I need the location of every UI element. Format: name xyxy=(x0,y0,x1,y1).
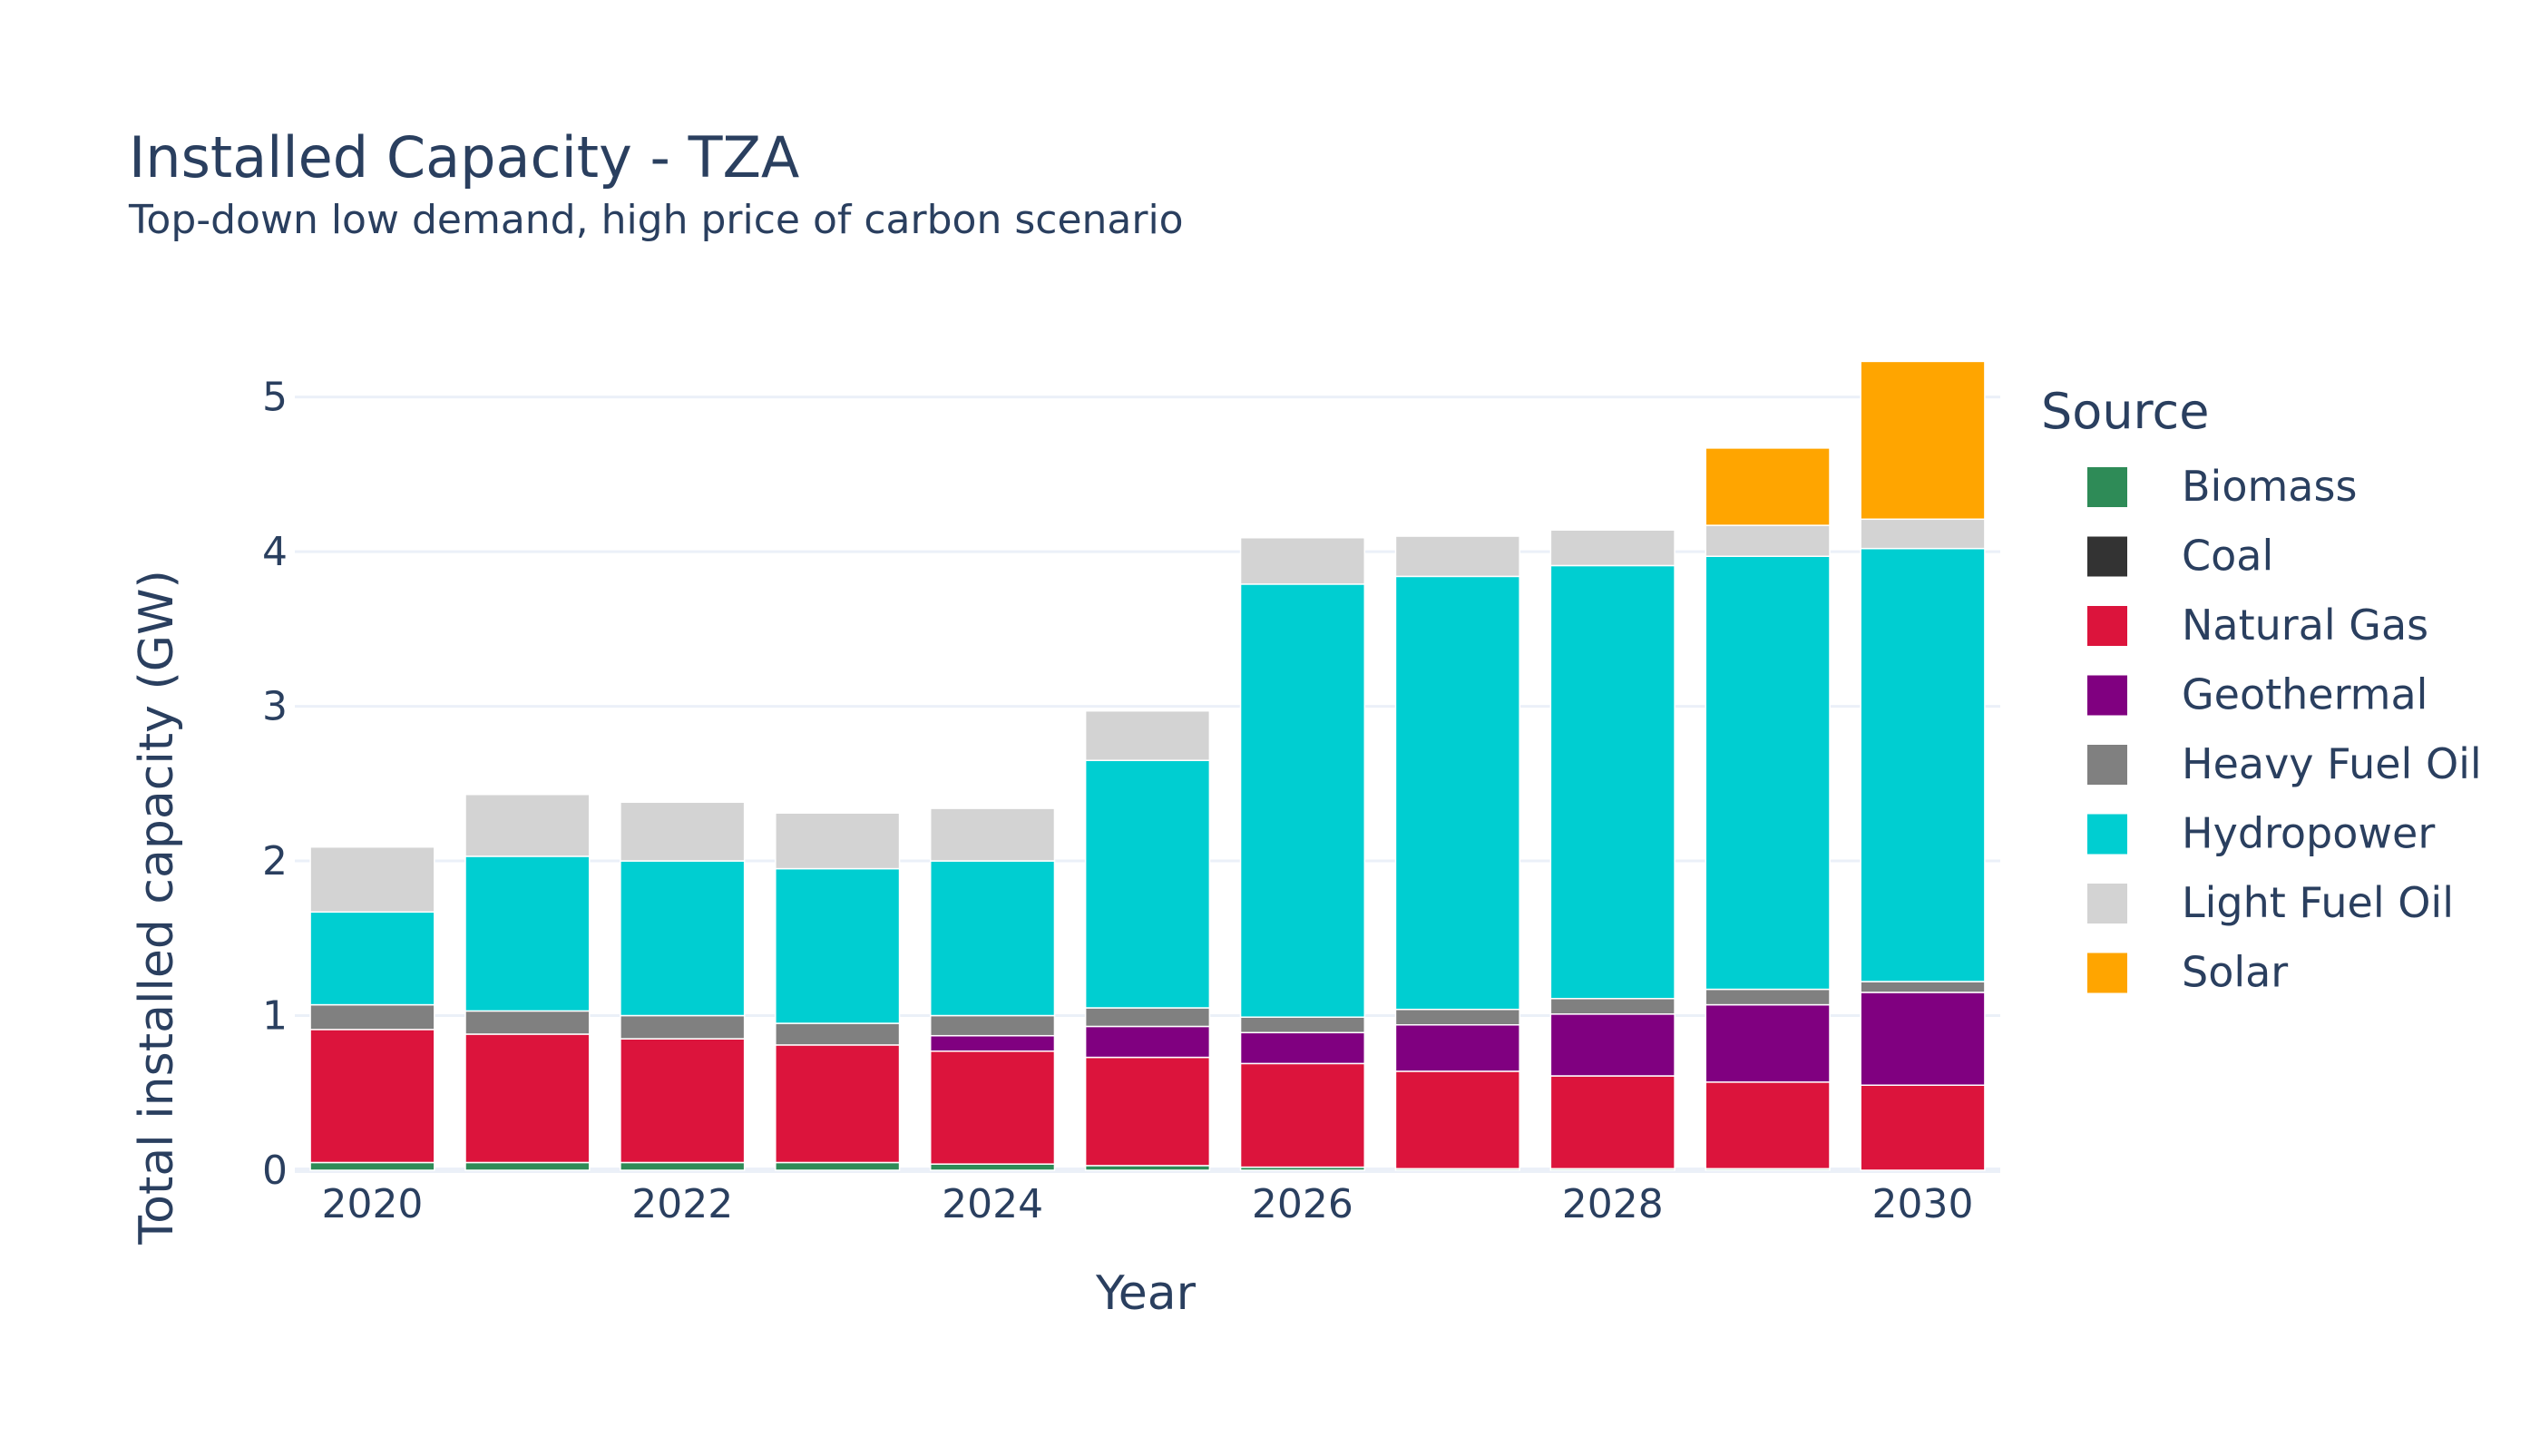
bar-segment xyxy=(1860,992,1986,1086)
legend-label: Geothermal xyxy=(2182,670,2428,719)
bar-segment xyxy=(1084,1025,1211,1059)
bar-segment xyxy=(464,1033,591,1164)
bar-segment xyxy=(1549,564,1675,1000)
legend-label: Solar xyxy=(2182,948,2288,997)
bar-segment xyxy=(1084,1165,1211,1171)
x-tick-label: 2022 xyxy=(631,1181,733,1227)
legend-title: Source xyxy=(2041,383,2209,440)
bar-segment xyxy=(929,1163,1056,1171)
bar-segment xyxy=(620,860,746,1017)
x-tick-label: 2028 xyxy=(1562,1181,1664,1227)
bar-segment xyxy=(1394,535,1520,578)
bar-segment xyxy=(1705,447,1831,526)
x-tick-label: 2020 xyxy=(321,1181,423,1227)
x-tick-label: 2030 xyxy=(1872,1181,1974,1227)
y-tick-label: 1 xyxy=(262,993,288,1040)
bar-segment xyxy=(1705,1003,1831,1083)
bar-segment xyxy=(464,793,591,857)
x-axis-ticks: 2020 2022 2024 2026 2028 2030 xyxy=(321,1181,1973,1227)
bar-segment xyxy=(620,1014,746,1040)
bar-segment xyxy=(775,1044,901,1164)
legend-swatch xyxy=(2087,536,2127,577)
bar-segment xyxy=(1549,1075,1675,1170)
legend-label: Coal xyxy=(2182,532,2273,581)
y-tick-label: 3 xyxy=(262,684,288,730)
bar-segment xyxy=(309,1161,435,1171)
legend-swatch xyxy=(2087,884,2127,923)
y-tick-label: 2 xyxy=(262,838,288,884)
chart-title: Installed Capacity - TZA xyxy=(129,124,799,191)
bar-segment xyxy=(1394,575,1520,1011)
bar-segment xyxy=(1084,709,1211,761)
bar-segment xyxy=(929,860,1056,1017)
bar-segment xyxy=(1084,759,1211,1009)
y-tick-label: 4 xyxy=(262,529,288,575)
bar-segment xyxy=(929,1034,1056,1052)
bar-segment xyxy=(1084,1007,1211,1028)
bar-segment xyxy=(309,911,435,1006)
bar-segment xyxy=(775,1161,901,1171)
bar-segment xyxy=(929,1050,1056,1165)
bar-segment xyxy=(1705,524,1831,557)
x-tick-label: 2024 xyxy=(942,1181,1043,1227)
legend-items: Biomass Coal Natural Gas Geothermal Heavy Fu… xyxy=(2087,462,2482,997)
legend-label: Heavy Fuel Oil xyxy=(2182,739,2482,788)
y-axis-ticks: 0 1 2 3 4 5 xyxy=(262,375,288,1194)
legend-swatch xyxy=(2087,745,2127,785)
legend-swatch xyxy=(2087,953,2127,993)
bar-segment xyxy=(1860,1084,1986,1171)
chart-subtitle: Top-down low demand, high price of carbo… xyxy=(128,197,1184,243)
legend-swatch xyxy=(2087,606,2127,646)
bar-segment xyxy=(775,812,901,870)
bars xyxy=(309,360,1986,1171)
y-axis-label: Total installed capacity (GW) xyxy=(130,570,184,1246)
bar-segment xyxy=(929,807,1056,862)
x-axis-label: Year xyxy=(1095,1266,1197,1321)
bar-segment xyxy=(1549,998,1675,1015)
bar-segment xyxy=(929,1014,1056,1037)
bar-segment xyxy=(1239,1062,1366,1168)
bar-segment xyxy=(1860,518,1986,550)
bar-segment xyxy=(464,1161,591,1171)
legend-swatch xyxy=(2087,467,2127,507)
bar-segment xyxy=(620,1038,746,1164)
bar-segment xyxy=(1394,1070,1520,1170)
bar-segment xyxy=(1084,1056,1211,1167)
bar-segment xyxy=(1239,1016,1366,1034)
legend-label: Biomass xyxy=(2182,462,2357,511)
y-tick-label: 0 xyxy=(262,1148,288,1194)
bar-segment xyxy=(1860,360,1986,521)
legend-label: Light Fuel Oil xyxy=(2182,878,2454,927)
legend-label: Natural Gas xyxy=(2182,601,2428,650)
bar-segment xyxy=(1860,981,1986,993)
bar-segment xyxy=(1705,1081,1831,1170)
bar-segment xyxy=(309,1029,435,1164)
bar-segment xyxy=(464,1010,591,1035)
bar-segment xyxy=(620,1161,746,1171)
legend-swatch xyxy=(2087,814,2127,855)
bar-segment xyxy=(620,801,746,862)
bar-segment xyxy=(1549,529,1675,567)
bar-segment xyxy=(309,1003,435,1031)
bar-segment xyxy=(309,845,435,914)
bar-segment xyxy=(1860,547,1986,982)
bar-segment xyxy=(1394,1024,1520,1072)
bar-segment xyxy=(775,867,901,1024)
bar-segment xyxy=(1239,1031,1366,1065)
bar-segment xyxy=(1394,1008,1520,1026)
bar-segment xyxy=(1239,583,1366,1018)
bar-segment xyxy=(1705,555,1831,991)
bar-segment xyxy=(464,855,591,1012)
legend-swatch xyxy=(2087,675,2127,716)
legend-label: Hydropower xyxy=(2182,809,2435,858)
bar-segment xyxy=(1239,537,1366,585)
bar-segment xyxy=(775,1022,901,1046)
bar-segment xyxy=(1705,988,1831,1006)
legend: Source Biomass Coal Natural Gas Geothermal H… xyxy=(2041,383,2482,997)
bar-segment xyxy=(1549,1013,1675,1077)
y-tick-label: 5 xyxy=(262,375,288,421)
x-tick-label: 2026 xyxy=(1252,1181,1353,1227)
